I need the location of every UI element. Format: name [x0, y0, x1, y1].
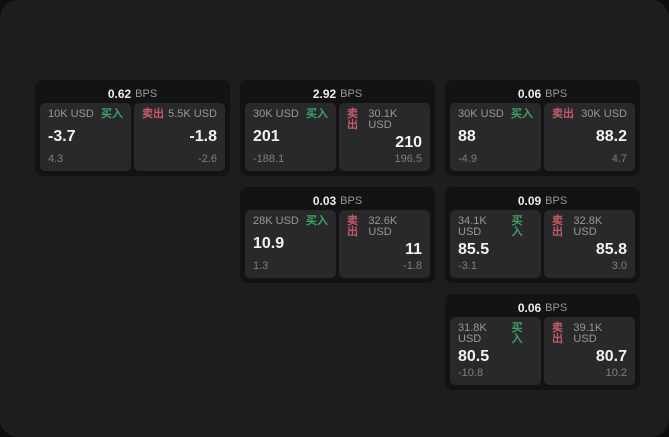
- sell-quote-tile[interactable]: 卖出 39.1K USD 80.7 10.2: [544, 317, 635, 385]
- buy-size: 30K USD: [458, 108, 504, 120]
- sell-price: 210: [395, 133, 422, 151]
- buy-sub-value: -188.1: [253, 153, 285, 165]
- buy-price: 85.5: [458, 240, 490, 258]
- spread-value: 0.09: [517, 194, 542, 208]
- buy-label: 买入: [306, 215, 328, 227]
- buy-price: 10.9: [253, 235, 285, 253]
- quote-panels: 30K USD 买入 201 -188.1 卖出 30.1K USD 210 1…: [245, 103, 430, 171]
- buy-sub-value: 1.3: [253, 260, 269, 272]
- spread-header: 0.62 BPS: [40, 85, 225, 103]
- buy-price: 201: [253, 128, 280, 146]
- buy-size: 31.8K USD: [458, 322, 487, 345]
- buy-label: 买入: [101, 108, 123, 120]
- spread-header: 2.92 BPS: [245, 85, 430, 103]
- buy-sub-value: -3.1: [458, 260, 477, 272]
- spread-value: 0.06: [517, 87, 542, 101]
- buy-size: 34.1K USD: [458, 215, 487, 238]
- sell-size: 32.8K USD: [573, 215, 603, 238]
- quote-card-3: 0.06 BPS 30K USD 买入 88 -4.9 卖出 30K USD: [445, 80, 640, 176]
- buy-label: 买入: [306, 108, 328, 120]
- spread-unit: BPS: [545, 87, 568, 100]
- quote-panels: 28K USD 买入 10.9 1.3 卖出 32.6K USD 11 -1.8: [245, 210, 430, 278]
- buy-size: 28K USD: [253, 215, 299, 227]
- spread-unit: BPS: [545, 301, 568, 314]
- spread-unit: BPS: [135, 87, 158, 100]
- buy-sub-value: -4.9: [458, 153, 477, 165]
- sell-label: 卖出: [347, 108, 358, 131]
- quote-grid: 0.62 BPS 10K USD 买入 -3.7 4.3 卖出 5.5K USD: [35, 80, 640, 390]
- buy-quote-tile[interactable]: 34.1K USD 买入 85.5 -3.1: [450, 210, 541, 278]
- quote-panels: 31.8K USD 买入 80.5 -10.8 卖出 39.1K USD 80.…: [450, 317, 635, 385]
- quote-card-6: 0.06 BPS 31.8K USD 买入 80.5 -10.8 卖出 39.1…: [445, 294, 640, 390]
- buy-label: 买入: [511, 215, 523, 238]
- buy-quote-tile[interactable]: 28K USD 买入 10.9 1.3: [245, 210, 336, 278]
- sell-sub-value: 3.0: [611, 260, 627, 272]
- spread-unit: BPS: [545, 194, 568, 207]
- buy-quote-tile[interactable]: 30K USD 买入 201 -188.1: [245, 103, 336, 171]
- buy-price: 88: [458, 128, 476, 146]
- sell-quote-tile[interactable]: 卖出 30K USD 88.2 4.7: [544, 103, 635, 171]
- buy-label: 买入: [511, 108, 533, 120]
- sell-size: 5.5K USD: [168, 108, 217, 120]
- sell-size: 30.1K USD: [368, 108, 398, 131]
- sell-label: 卖出: [552, 215, 563, 238]
- sell-price: 11: [405, 240, 422, 258]
- sell-label: 卖出: [347, 215, 358, 238]
- spread-unit: BPS: [340, 194, 363, 207]
- buy-size: 30K USD: [253, 108, 299, 120]
- sell-quote-tile[interactable]: 卖出 30.1K USD 210 196.5: [339, 103, 430, 171]
- buy-quote-tile[interactable]: 31.8K USD 买入 80.5 -10.8: [450, 317, 541, 385]
- quote-panels: 10K USD 买入 -3.7 4.3 卖出 5.5K USD -1.8 -2.…: [40, 103, 225, 171]
- sell-quote-tile[interactable]: 卖出 32.8K USD 85.8 3.0: [544, 210, 635, 278]
- spread-value: 0.03: [312, 194, 337, 208]
- sell-sub-value: 196.5: [394, 153, 422, 165]
- buy-quote-tile[interactable]: 10K USD 买入 -3.7 4.3: [40, 103, 131, 171]
- buy-size: 10K USD: [48, 108, 94, 120]
- sell-price: 85.8: [595, 240, 627, 258]
- spread-header: 0.06 BPS: [450, 299, 635, 317]
- sell-quote-tile[interactable]: 卖出 5.5K USD -1.8 -2.6: [134, 103, 225, 171]
- buy-sub-value: -10.8: [458, 367, 484, 379]
- spread-header: 0.06 BPS: [450, 85, 635, 103]
- sell-label: 卖出: [552, 322, 563, 345]
- spread-unit: BPS: [340, 87, 363, 100]
- sell-price: 80.7: [595, 347, 627, 365]
- sell-price: -1.8: [189, 128, 217, 146]
- sell-size: 39.1K USD: [573, 322, 603, 345]
- quote-card-2: 2.92 BPS 30K USD 买入 201 -188.1 卖出 30.1K …: [240, 80, 435, 176]
- spread-header: 0.09 BPS: [450, 192, 635, 210]
- sell-label: 卖出: [142, 108, 164, 120]
- buy-label: 买入: [511, 322, 523, 345]
- spread-value: 0.06: [517, 301, 542, 315]
- quote-card-5: 0.09 BPS 34.1K USD 买入 85.5 -3.1 卖出 32.8K…: [445, 187, 640, 283]
- sell-price: 88.2: [595, 128, 627, 146]
- spread-value: 0.62: [107, 87, 132, 101]
- sell-sub-value: -2.6: [198, 153, 217, 165]
- sell-sub-value: 10.2: [605, 367, 627, 379]
- quote-panels: 34.1K USD 买入 85.5 -3.1 卖出 32.8K USD 85.8…: [450, 210, 635, 278]
- quote-panels: 30K USD 买入 88 -4.9 卖出 30K USD 88.2 4.7: [450, 103, 635, 171]
- sell-label: 卖出: [552, 108, 574, 120]
- sell-sub-value: -1.8: [403, 260, 422, 272]
- quote-card-4: 0.03 BPS 28K USD 买入 10.9 1.3 卖出 32.6K US…: [240, 187, 435, 283]
- sell-size: 30K USD: [581, 108, 627, 120]
- sell-quote-tile[interactable]: 卖出 32.6K USD 11 -1.8: [339, 210, 430, 278]
- buy-quote-tile[interactable]: 30K USD 买入 88 -4.9: [450, 103, 541, 171]
- sell-sub-value: 4.7: [611, 153, 627, 165]
- quote-card-1: 0.62 BPS 10K USD 买入 -3.7 4.3 卖出 5.5K USD: [35, 80, 230, 176]
- spread-header: 0.03 BPS: [245, 192, 430, 210]
- buy-price: -3.7: [48, 128, 76, 146]
- buy-price: 80.5: [458, 347, 490, 365]
- spread-value: 2.92: [312, 87, 337, 101]
- sell-size: 32.6K USD: [368, 215, 398, 238]
- buy-sub-value: 4.3: [48, 153, 64, 165]
